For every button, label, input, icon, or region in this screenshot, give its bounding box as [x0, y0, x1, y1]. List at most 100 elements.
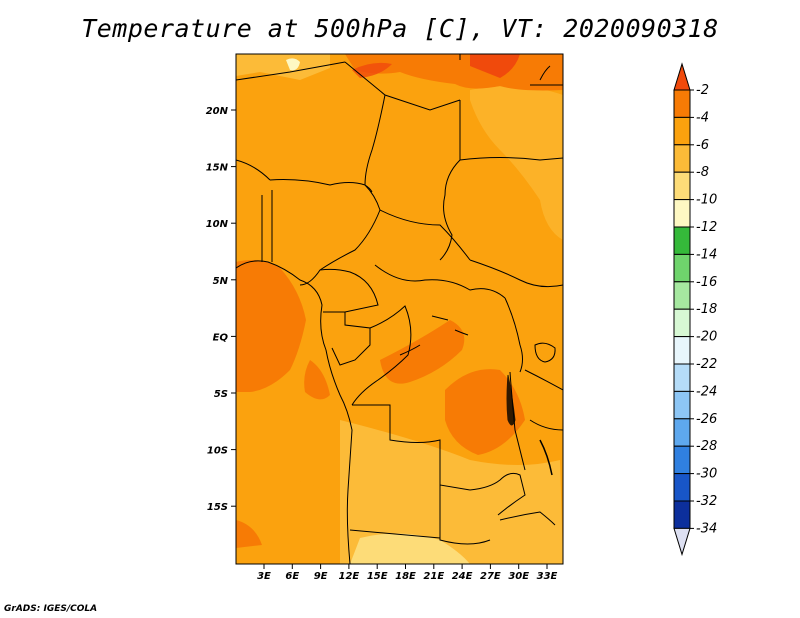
lat-tick-label: 15S — [207, 502, 228, 513]
border-sudan-east — [459, 157, 563, 161]
border-niger-chad — [364, 94, 386, 186]
colorbar-label: -26 — [696, 412, 717, 427]
colorbar-box — [673, 226, 691, 255]
coast-red-sea — [459, 54, 563, 86]
border-drc-angola — [352, 404, 471, 491]
lat-tick-label: EQ — [213, 332, 229, 343]
lake-tanganyika — [506, 374, 516, 426]
colorbar-box — [673, 445, 691, 475]
lon-tick-label: 21E — [423, 571, 444, 582]
border-benin-togo — [261, 190, 273, 262]
colorbar-label: -30 — [696, 467, 717, 482]
colorbar-label: -34 — [696, 521, 717, 536]
coastline-west-africa — [236, 260, 353, 564]
border-east-rift — [509, 371, 526, 471]
field-zone-south-light — [340, 420, 563, 564]
lon-tick-label: 33E — [537, 571, 558, 582]
border-mali-burkina — [236, 159, 271, 181]
border-namibia — [349, 529, 441, 539]
border-chad-sudan — [439, 100, 461, 261]
colorbar-top-triangle — [673, 62, 691, 91]
colorbar-box — [673, 363, 691, 392]
colorbar-label: -28 — [696, 439, 717, 454]
border-southern-africa — [499, 511, 556, 526]
border-gabon — [323, 311, 371, 366]
colorbar-label: -4 — [696, 110, 709, 125]
colorbar-box — [673, 89, 691, 118]
border-tanzania — [524, 369, 563, 431]
field-zone-northeast-light — [470, 86, 563, 240]
lat-tick-label: 5N — [213, 276, 229, 287]
lon-tick-label: 15E — [367, 571, 388, 582]
border-cameroon — [319, 268, 379, 313]
colorbar-label: -22 — [696, 357, 717, 372]
colorbar-box — [673, 253, 691, 283]
temperature-field — [236, 54, 563, 564]
field-zone-east-warm — [445, 369, 525, 455]
lat-tick-label: 5S — [214, 389, 228, 400]
colorbar-box — [673, 171, 691, 201]
border-congo — [351, 305, 412, 406]
border-libya-niger — [344, 61, 461, 111]
border-algeria-mali — [236, 61, 346, 81]
lon-tick-label: 27E — [480, 571, 501, 582]
colorbar-label: -20 — [696, 330, 717, 345]
lat-tick-label: 10S — [207, 446, 228, 457]
field-zone-west-warm — [236, 260, 306, 392]
colorbar-label: -10 — [696, 193, 717, 208]
lon-tick-label: 12E — [339, 571, 360, 582]
field-zone-nw-hot — [352, 62, 392, 78]
colorbar-label: -16 — [696, 275, 717, 290]
longitude-axis: 3E 6E 9E 12E 15E 18E 21E 24E 27E 30E 33E — [257, 564, 558, 582]
colorbar-bottom-triangle — [673, 527, 691, 557]
field-zone-north-pale — [286, 58, 300, 71]
field-zone-southwest-light — [236, 477, 340, 564]
field-zone-north-light — [236, 54, 330, 80]
lon-tick-label: 6E — [285, 571, 299, 582]
river-congo — [399, 344, 421, 356]
colorbar-box — [673, 500, 691, 529]
lat-tick-label: 10N — [206, 219, 229, 230]
colorbar-box — [673, 473, 691, 502]
field-zone-central-warm — [380, 320, 465, 384]
colorbar-label: -12 — [696, 220, 717, 235]
lon-tick-label: 9E — [314, 571, 328, 582]
border-zambia-east — [469, 472, 526, 516]
colorbar-box — [673, 281, 691, 310]
colorbar-label: -32 — [696, 494, 717, 509]
lon-tick-label: 24E — [452, 571, 473, 582]
lake-malawi — [539, 439, 553, 476]
field-zone-south-pale — [350, 533, 470, 564]
border-nigeria-north — [269, 179, 381, 211]
colorbar-label: -6 — [696, 138, 709, 153]
colorbar-box — [673, 308, 691, 338]
chart-title: Temperature at 500hPa [C], VT: 202009031… — [81, 14, 719, 43]
field-zone-north-hot — [470, 54, 520, 78]
lon-tick-label: 18E — [395, 571, 416, 582]
border-nigeria-east — [299, 209, 381, 286]
colorbar-label: -18 — [696, 302, 717, 317]
border-car-south — [374, 264, 506, 299]
latitude-axis: 20N 15N 10N 5N EQ 5S 10S 15S — [206, 106, 236, 513]
colorbar-label: -14 — [696, 247, 717, 262]
colorbar-label: -2 — [696, 83, 709, 98]
lon-tick-label: 3E — [257, 571, 271, 582]
colorbar-box — [673, 390, 691, 420]
credit-text: GrADS: IGES/COLA — [4, 604, 98, 614]
lat-tick-label: 15N — [206, 163, 229, 174]
river-north — [431, 315, 469, 336]
colorbar-box — [673, 418, 691, 447]
border-south-sudan — [469, 259, 563, 288]
colorbar-box — [673, 144, 691, 173]
border-angola-zambia — [439, 485, 491, 545]
border-uganda-kenya — [504, 297, 523, 373]
field-zone-coast-warm — [304, 360, 330, 400]
lake-victoria — [534, 342, 556, 363]
border-chad-car — [379, 209, 471, 261]
country-boundaries — [236, 54, 563, 564]
colorbar-label: -24 — [696, 384, 717, 399]
field-zone-southwest-warm — [236, 520, 262, 548]
colorbar-label: -8 — [696, 165, 709, 180]
colorbar-box — [673, 199, 691, 228]
